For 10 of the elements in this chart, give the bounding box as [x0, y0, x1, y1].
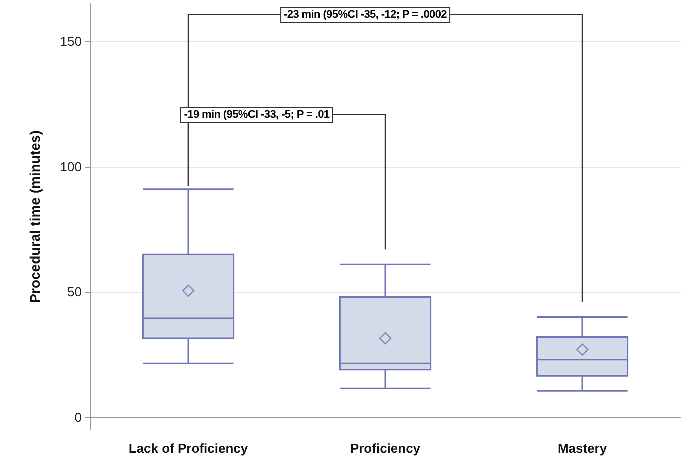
annotation: -19 min (95%CI -33, -5; P = .01: [180, 106, 334, 123]
y-tick-label: 50: [68, 284, 82, 300]
y-axis-title: Procedural time (minutes): [27, 130, 43, 304]
annotation: -23 min (95%CI -35, -12; P = .0002: [280, 6, 451, 23]
x-tick-label: Proficiency: [350, 441, 422, 456]
y-tick-label: 0: [74, 410, 82, 425]
y-tick-label: 100: [60, 159, 82, 174]
y-tick-label: 150: [60, 34, 82, 50]
x-tick-label: Mastery: [558, 441, 608, 456]
x-tick-label: Lack of Proficiency: [128, 441, 249, 456]
